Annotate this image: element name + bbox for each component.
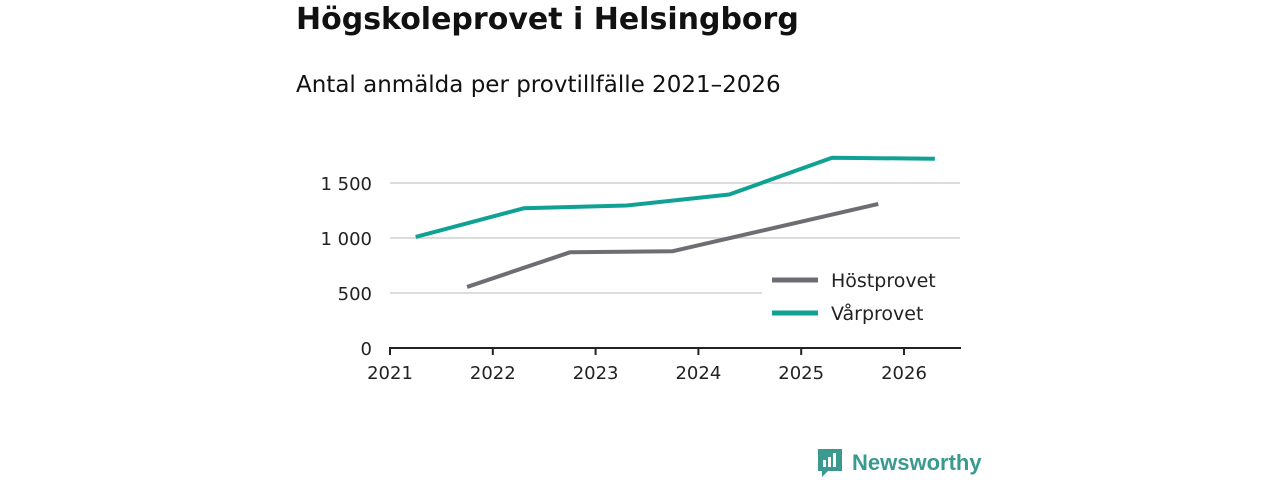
newsworthy-logo-icon [818, 449, 842, 477]
series-line-höstprovet [466, 201, 879, 289]
x-tick-label: 2023 [573, 363, 619, 384]
chart-subtitle: Antal anmälda per provtillfälle 2021–202… [296, 72, 781, 98]
y-tick-label: 1 000 [320, 229, 372, 250]
x-tick-label: 2025 [778, 363, 824, 384]
series-line-vårprovet [415, 155, 935, 239]
legend-background [762, 263, 962, 333]
chart-title: Högskoleprovet i Helsingborg [296, 2, 799, 37]
x-tick-label: 2026 [881, 363, 927, 384]
brand-name: Newsworthy [852, 450, 982, 475]
legend-label: Höstprovet [831, 270, 936, 292]
x-tick-label: 2024 [675, 363, 721, 384]
y-tick-label: 1 500 [320, 174, 372, 195]
brand-logo: Newsworthy [816, 447, 982, 479]
y-tick-label: 0 [361, 339, 372, 360]
y-tick-label: 500 [338, 284, 372, 305]
legend-label: Vårprovet [831, 302, 923, 325]
x-tick-label: 2022 [470, 363, 516, 384]
x-tick-label: 2021 [367, 363, 413, 384]
